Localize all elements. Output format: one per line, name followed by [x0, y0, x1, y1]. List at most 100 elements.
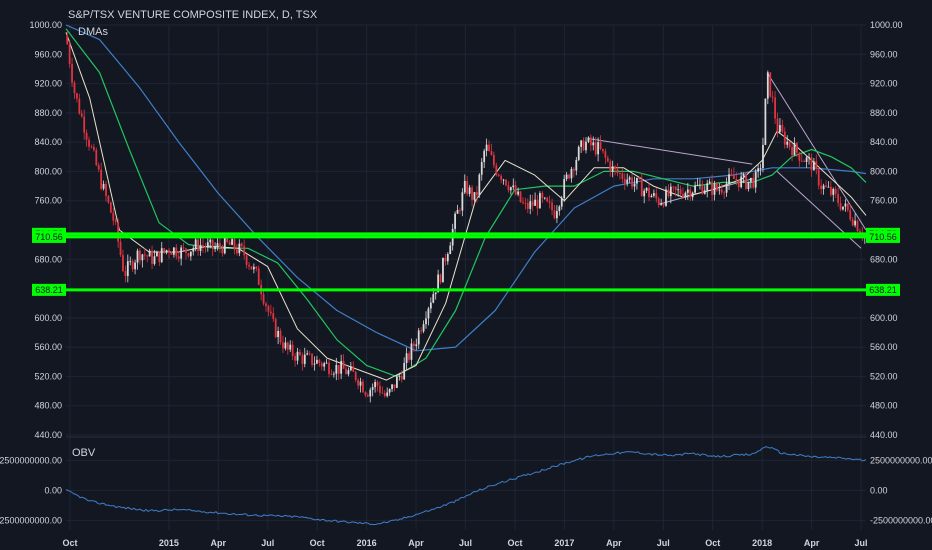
candle-body: [306, 353, 309, 355]
candle-body: [652, 193, 655, 196]
x-tick-label: Oct: [705, 538, 720, 548]
candle-body: [694, 185, 696, 193]
candle-body: [749, 177, 752, 182]
y-tick-label: 440.00: [870, 430, 898, 440]
candle-body: [745, 174, 747, 189]
x-tick-label: 2016: [357, 538, 377, 548]
candle-body: [175, 247, 178, 257]
candle-body: [682, 193, 684, 198]
candle-body: [446, 254, 449, 262]
candle-body: [757, 168, 760, 172]
candle-body: [170, 252, 173, 255]
candle-body: [456, 210, 459, 214]
candle-body: [723, 192, 726, 194]
candle-body: [483, 150, 486, 163]
y-tick-label: 960.00: [34, 49, 62, 59]
candle-body: [548, 201, 551, 203]
candle-body: [597, 142, 600, 155]
candle-body: [226, 237, 229, 243]
candle-body: [396, 376, 398, 388]
candle-body: [236, 249, 238, 254]
candle-body: [340, 360, 343, 374]
candle-body: [71, 64, 73, 83]
candle-body: [345, 368, 347, 375]
candle-body: [461, 192, 464, 211]
candle-body: [211, 239, 214, 250]
candle-body: [754, 171, 757, 188]
candle-body: [468, 187, 471, 194]
candle-body: [856, 220, 859, 232]
candle-body: [817, 168, 820, 186]
candle-body: [812, 161, 815, 171]
candle-body: [691, 192, 694, 198]
candle-body: [526, 203, 529, 209]
candle-body: [459, 210, 461, 211]
candle-body: [90, 146, 93, 148]
candle-body: [604, 151, 607, 158]
candle-body: [114, 220, 117, 222]
candle-body: [202, 245, 204, 247]
candle-body: [437, 274, 440, 293]
y-tick-label: 480.00: [870, 401, 898, 411]
candle-body: [420, 330, 423, 332]
candle-body: [735, 178, 738, 181]
candle-body: [332, 373, 335, 375]
candle-body: [449, 245, 452, 255]
candle-body: [223, 237, 226, 254]
candle-body: [267, 306, 270, 312]
candle-body: [660, 203, 663, 205]
obv-tick-label: 0.00: [870, 485, 888, 495]
candle-body: [194, 239, 197, 249]
candle-body: [168, 250, 170, 253]
candle-body: [216, 243, 219, 247]
candle-body: [206, 242, 209, 248]
candle-body: [696, 185, 699, 186]
candle-body: [531, 201, 534, 206]
x-tick-label: Oct: [507, 538, 522, 548]
candle-body: [732, 174, 735, 179]
candle-body: [316, 359, 318, 364]
candle-body: [187, 253, 190, 257]
candle-body: [771, 96, 774, 98]
candle-body: [505, 179, 507, 186]
candle-body: [640, 179, 643, 197]
candle-body: [410, 343, 413, 360]
candle-body: [158, 251, 161, 263]
candle-body: [851, 219, 854, 226]
candle-body: [512, 185, 515, 188]
candle-body: [619, 173, 621, 174]
candle-body: [182, 247, 185, 249]
candle-body: [151, 250, 153, 264]
candle-body: [522, 201, 524, 204]
candle-body: [650, 195, 653, 198]
candle-body: [245, 255, 248, 265]
candle-body: [815, 161, 818, 169]
candle-body: [609, 161, 612, 172]
candle-body: [788, 141, 791, 148]
candle-body: [80, 113, 83, 117]
candle-body: [112, 212, 115, 221]
candle-body: [786, 141, 789, 145]
candle-body: [747, 181, 750, 189]
candle-body: [672, 186, 675, 188]
candle-body: [701, 184, 704, 194]
x-tick-label: Apr: [804, 538, 820, 548]
candle-body: [163, 248, 166, 252]
obv-label: OBV: [72, 447, 96, 459]
candle-body: [711, 181, 713, 195]
candle-body: [274, 319, 277, 338]
candle-body: [296, 351, 299, 361]
support-label: 638.21: [35, 285, 63, 295]
candle-body: [427, 308, 430, 319]
candle-body: [282, 342, 284, 349]
candle-body: [323, 363, 326, 367]
candle-body: [842, 206, 844, 210]
candle-body: [92, 146, 95, 150]
candle-body: [689, 189, 692, 198]
candle-body: [272, 313, 275, 320]
candle-body: [342, 360, 345, 369]
candle-body: [73, 82, 76, 94]
candle-body: [524, 203, 527, 204]
